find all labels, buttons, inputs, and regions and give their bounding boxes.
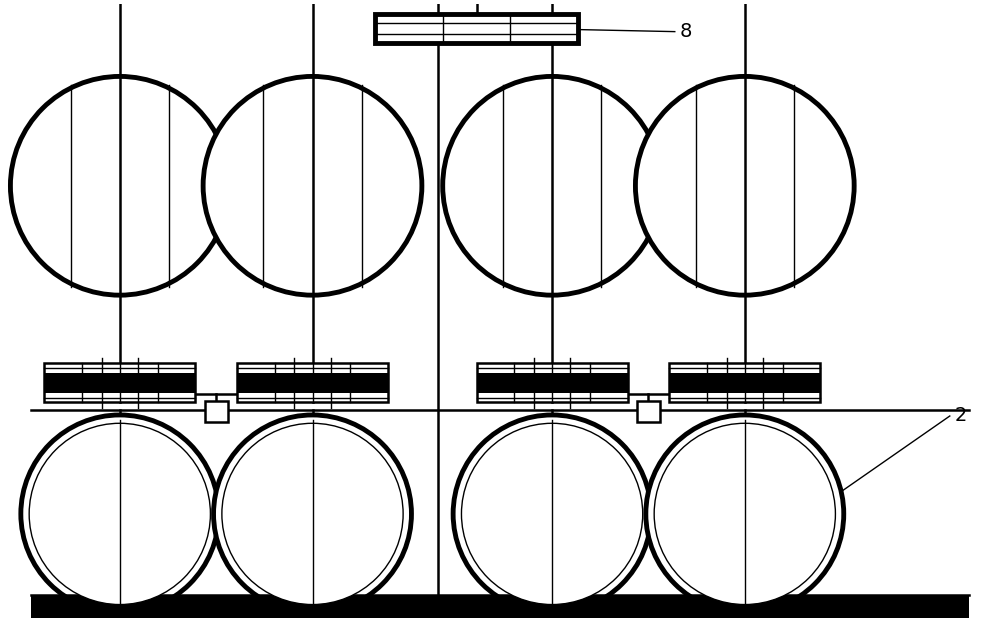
Circle shape bbox=[461, 423, 643, 605]
Bar bbox=[205, 401, 228, 422]
Bar bbox=[375, 14, 578, 43]
Text: 1: 1 bbox=[825, 119, 837, 138]
Circle shape bbox=[443, 76, 661, 295]
Circle shape bbox=[10, 76, 229, 295]
Bar bbox=[44, 373, 195, 392]
Circle shape bbox=[214, 415, 411, 613]
Circle shape bbox=[222, 423, 403, 605]
Circle shape bbox=[646, 415, 844, 613]
Circle shape bbox=[635, 76, 854, 295]
Circle shape bbox=[29, 423, 210, 605]
Circle shape bbox=[453, 415, 651, 613]
Bar bbox=[637, 401, 660, 422]
Circle shape bbox=[654, 423, 835, 605]
Bar bbox=[477, 373, 628, 392]
Bar bbox=[669, 373, 820, 392]
Text: 8: 8 bbox=[680, 22, 692, 41]
Circle shape bbox=[203, 76, 422, 295]
Circle shape bbox=[21, 415, 219, 613]
Bar bbox=[31, 595, 969, 618]
Bar bbox=[44, 363, 195, 403]
Text: 2: 2 bbox=[955, 406, 967, 425]
Bar bbox=[477, 363, 628, 403]
Bar bbox=[669, 363, 820, 403]
Bar bbox=[237, 373, 388, 392]
Bar bbox=[237, 363, 388, 403]
